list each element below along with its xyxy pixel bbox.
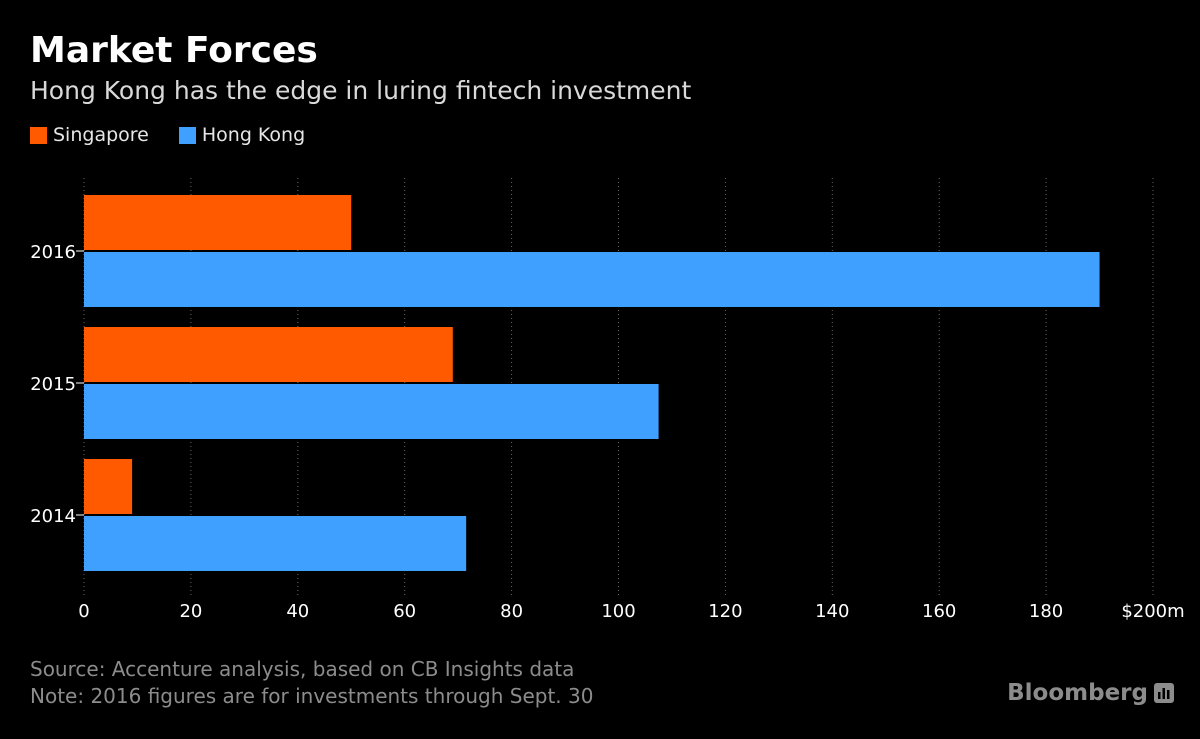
brand-name: Bloomberg: [1007, 680, 1148, 706]
x-tick-label: 160: [922, 601, 956, 622]
footnote: Note: 2016 figures are for investments t…: [30, 684, 594, 708]
y-tick-label: 2014: [30, 506, 76, 527]
x-tick-label: 60: [393, 601, 416, 622]
bar-hong-kong-2014: [84, 516, 467, 571]
footer: Source: Accenture analysis, based on CB …: [30, 656, 593, 710]
x-tick-label: 180: [1029, 601, 1063, 622]
source-note: Source: Accenture analysis, based on CB …: [30, 657, 575, 681]
bloomberg-logo-icon: [1154, 683, 1174, 703]
legend: Singapore Hong Kong: [30, 124, 335, 146]
legend-label-hong-kong: Hong Kong: [201, 124, 306, 146]
x-tick-label: 0: [78, 601, 89, 622]
bar-singapore-2015: [84, 327, 453, 382]
x-tick-label: 40: [286, 601, 309, 622]
legend-item-hong-kong: Hong Kong: [178, 124, 306, 146]
bar-singapore-2014: [84, 459, 133, 514]
chart-subtitle: Hong Kong has the edge in luring fintech…: [30, 76, 692, 105]
legend-swatch-singapore: [30, 126, 47, 144]
x-tick-label: 140: [815, 601, 849, 622]
legend-label-singapore: Singapore: [53, 124, 149, 146]
x-tick-label: 80: [500, 601, 523, 622]
legend-item-singapore: Singapore: [30, 124, 149, 146]
bar-hong-kong-2016: [84, 252, 1100, 307]
brand: Bloomberg: [1007, 680, 1174, 706]
x-tick-label: 120: [708, 601, 742, 622]
x-tick-label: 100: [601, 601, 635, 622]
bar-hong-kong-2015: [84, 384, 659, 439]
x-tick-label: $200m: [1121, 601, 1184, 622]
legend-swatch-hong-kong: [178, 126, 196, 144]
y-tick-label: 2015: [30, 374, 76, 395]
chart-title: Market Forces: [30, 30, 318, 71]
bar-singapore-2016: [84, 195, 352, 250]
y-tick-label: 2016: [30, 242, 76, 263]
x-tick-label: 20: [179, 601, 202, 622]
